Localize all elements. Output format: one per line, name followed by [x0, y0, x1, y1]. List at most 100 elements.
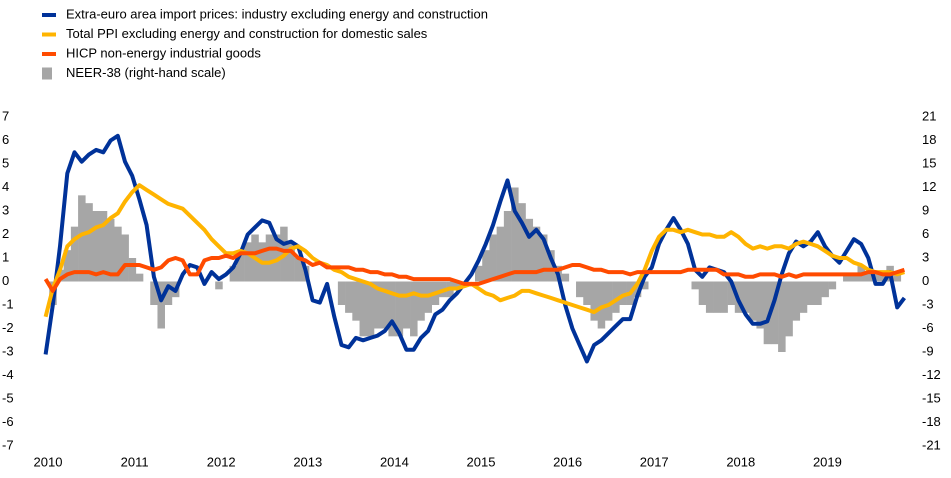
- bar: [525, 218, 534, 282]
- bar: [496, 226, 505, 282]
- bar: [70, 226, 79, 282]
- bar: [402, 281, 411, 329]
- x-tick-label: 2016: [553, 454, 582, 469]
- x-tick-label: 2010: [34, 454, 63, 469]
- y2-tick-label: 0: [922, 273, 929, 288]
- y-tick-label: 5: [2, 155, 9, 170]
- legend-label: Total PPI excluding energy and construct…: [66, 26, 428, 41]
- bar: [157, 281, 165, 329]
- bar: [337, 281, 346, 305]
- bar: [63, 250, 72, 282]
- bar: [265, 234, 274, 282]
- y2-tick-label: 3: [922, 249, 929, 264]
- y-tick-label: -4: [2, 367, 14, 382]
- bar: [828, 281, 837, 290]
- bar: [597, 281, 606, 329]
- x-tick-label: 2011: [121, 454, 149, 469]
- bar: [770, 281, 779, 345]
- bar: [727, 281, 736, 305]
- bar: [114, 226, 122, 282]
- bar: [244, 242, 252, 282]
- bar: [215, 281, 223, 290]
- bar: [453, 281, 461, 290]
- bar: [410, 281, 418, 337]
- bar: [366, 281, 375, 337]
- bar: [742, 281, 750, 313]
- bar: [78, 195, 86, 282]
- bar: [698, 281, 707, 305]
- bar: [475, 265, 483, 282]
- bar: [503, 211, 512, 282]
- bar: [352, 281, 360, 321]
- bar: [576, 281, 584, 298]
- y2-tick-label: -3: [922, 296, 934, 311]
- bar: [294, 258, 303, 282]
- bar: [583, 281, 591, 305]
- bar: [821, 281, 829, 298]
- bar: [619, 281, 627, 305]
- bar: [373, 281, 382, 329]
- y2-tick-label: -18: [922, 414, 941, 429]
- bar: [539, 234, 548, 282]
- x-tick-label: 2013: [293, 454, 322, 469]
- bar: [388, 281, 396, 337]
- bar: [893, 273, 902, 282]
- bar: [814, 281, 822, 305]
- bar: [359, 281, 368, 337]
- x-tick-label: 2017: [640, 454, 669, 469]
- bar: [164, 281, 173, 305]
- bar: [561, 273, 570, 282]
- bar: [489, 234, 497, 282]
- bar: [518, 203, 526, 282]
- bar: [150, 281, 158, 305]
- y2-tick-label: -9: [922, 343, 934, 358]
- y-tick-label: -3: [2, 343, 14, 358]
- bar: [135, 273, 144, 282]
- bar: [56, 269, 64, 282]
- bar: [532, 226, 541, 282]
- bar: [843, 273, 851, 282]
- bar: [604, 281, 613, 321]
- bar: [590, 281, 598, 321]
- y-tick-label: -6: [2, 414, 14, 429]
- bar: [612, 281, 620, 313]
- bar: [778, 281, 786, 352]
- bar: [756, 281, 764, 329]
- bar: [633, 281, 642, 298]
- y-tick-label: -1: [2, 296, 14, 311]
- x-tick-label: 2014: [380, 454, 409, 469]
- y-tick-label: 7: [2, 108, 9, 123]
- bar: [799, 281, 808, 313]
- y2-tick-label: -15: [922, 390, 941, 405]
- bar: [395, 281, 404, 337]
- bar: [806, 281, 815, 305]
- bar: [691, 281, 700, 290]
- y-tick-label: 3: [2, 202, 9, 217]
- y2-tick-label: -6: [922, 320, 934, 335]
- x-tick-label: 2012: [207, 454, 236, 469]
- y-tick-label: 4: [2, 179, 9, 194]
- y2-tick-label: 15: [922, 155, 936, 170]
- line: [43, 183, 906, 318]
- x-tick-label: 2019: [813, 454, 842, 469]
- bar: [850, 273, 858, 282]
- bar: [763, 281, 772, 345]
- bar: [864, 273, 873, 282]
- bar: [749, 281, 757, 321]
- legend-label: HICP non-energy industrial goods: [66, 45, 261, 60]
- y2-tick-label: 9: [922, 202, 929, 217]
- y-tick-label: -2: [2, 320, 14, 335]
- y2-tick-label: 21: [922, 108, 936, 123]
- bar: [92, 211, 101, 282]
- x-tick-label: 2015: [467, 454, 496, 469]
- bar: [547, 250, 555, 282]
- y2-tick-label: -21: [922, 437, 941, 452]
- y-tick-label: 0: [2, 273, 9, 288]
- bar: [229, 265, 238, 282]
- bar: [879, 273, 887, 282]
- bar: [792, 281, 801, 321]
- y-tick-label: -5: [2, 390, 14, 405]
- bar: [287, 242, 295, 282]
- y2-tick-label: 6: [922, 226, 929, 241]
- bar: [482, 250, 490, 282]
